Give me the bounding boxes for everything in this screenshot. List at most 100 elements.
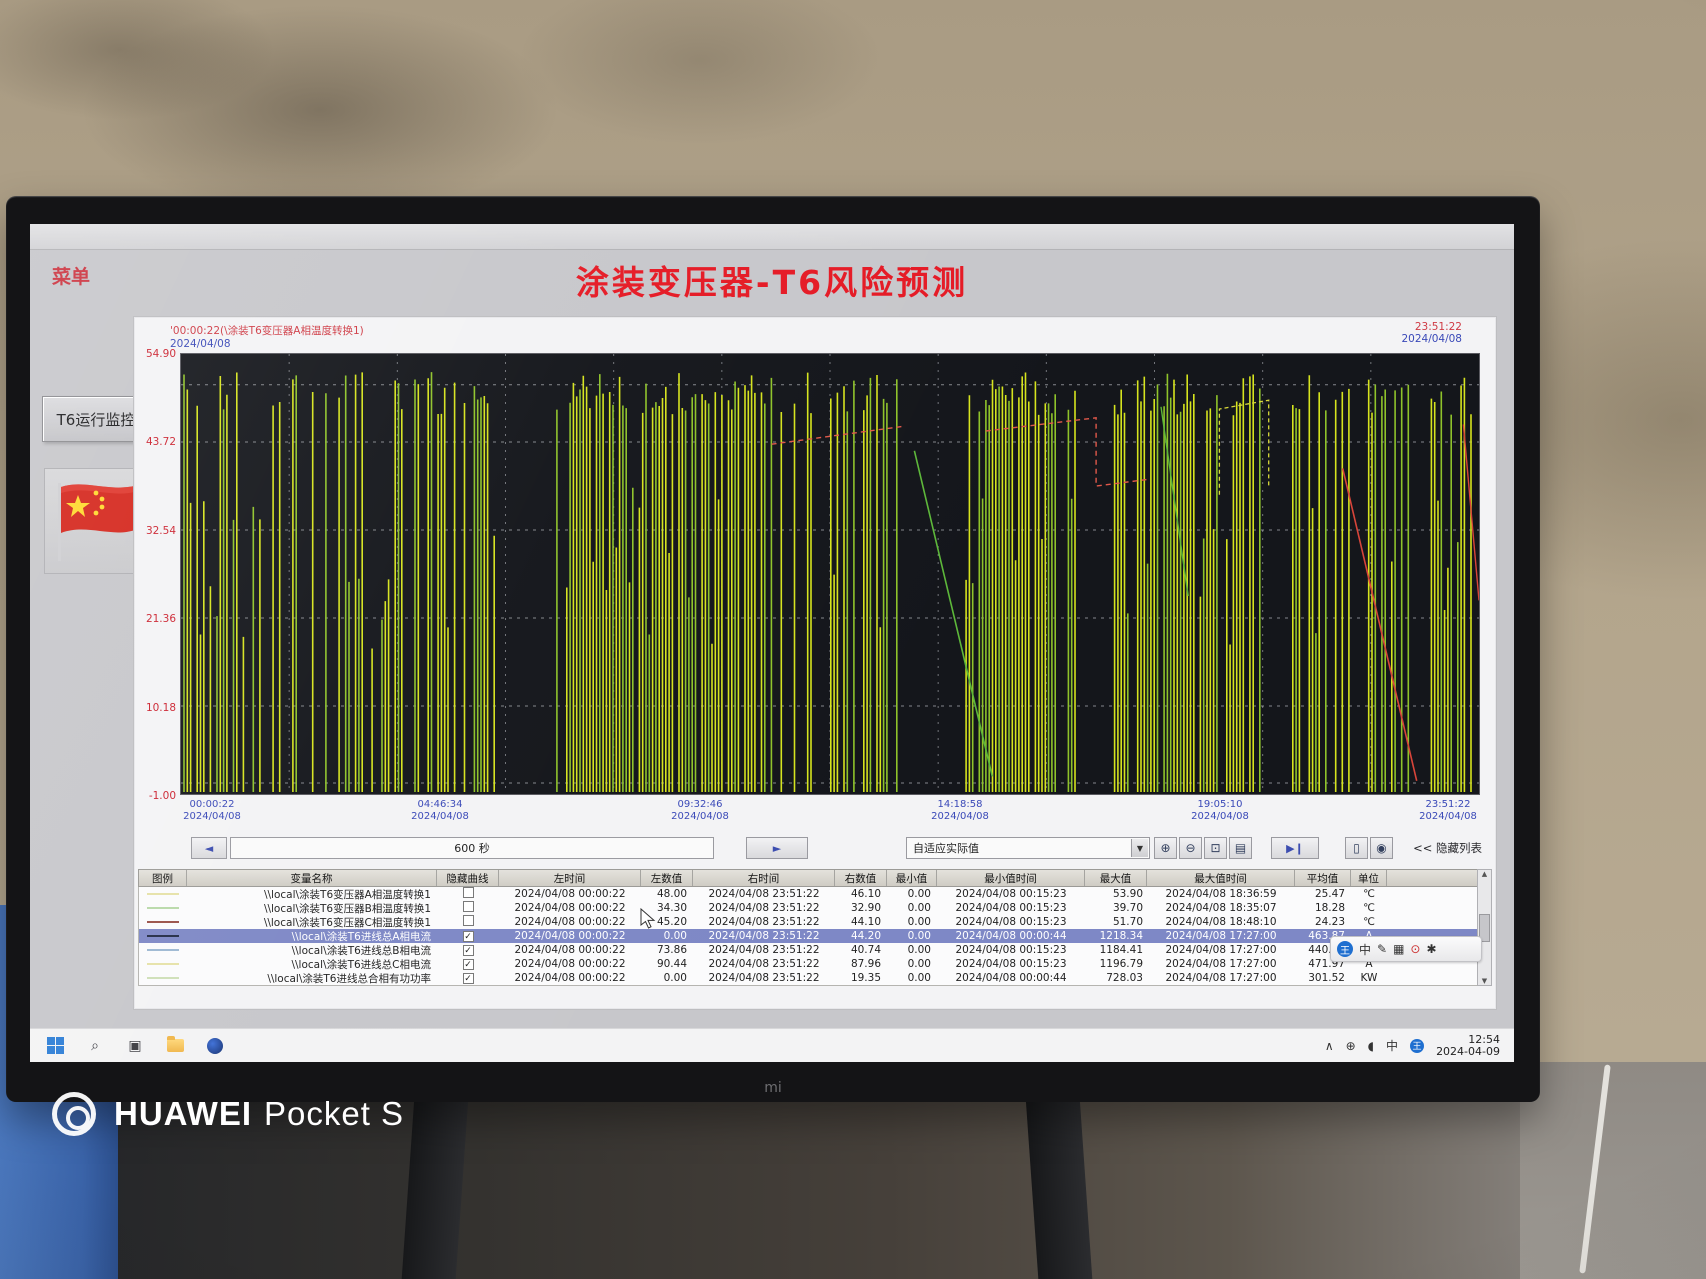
tray-ime-language[interactable]: 中 <box>1386 1039 1399 1053</box>
table-row[interactable]: \\local\涂装T6变压器B相温度转换1 2024/04/08 00:00:2… <box>139 901 1477 915</box>
interval-field[interactable]: 600 秒 <box>230 837 714 859</box>
table-cell: 2024/04/08 23:51:22 <box>708 902 820 914</box>
hide-curve-checkbox[interactable]: ✓ <box>462 959 474 970</box>
scale-mode-dropdown[interactable]: 自适应实际值 ▼ <box>906 837 1150 859</box>
table-cell: 0.00 <box>907 916 931 928</box>
tray-network-icon[interactable]: ⊕ <box>1345 1038 1356 1053</box>
huawei-camera-ring-icon <box>52 1092 96 1136</box>
table-row[interactable]: \\local\涂装T6进线总A相电流 ✓ 2024/04/08 00:00:22 0… <box>139 929 1477 943</box>
table-cell: \\local\涂装T6进线总B相电流 <box>291 944 431 957</box>
table-header-cell[interactable]: 右数值 <box>835 870 887 886</box>
table-header-cell[interactable]: 最小值 <box>887 870 937 886</box>
table-header-cell[interactable]: 右时间 <box>693 870 835 886</box>
table-cell: \\local\涂装T6进线总C相电流 <box>291 958 431 971</box>
table-header-cell[interactable]: 最小值时间 <box>937 870 1085 886</box>
trend-right-header: 23:51:22 2024/04/08 <box>1401 321 1462 345</box>
tray-ime-logo-icon[interactable]: 王 <box>1410 1038 1425 1053</box>
table-scrollbar[interactable]: ▲ ▼ <box>1477 869 1492 986</box>
table-row[interactable]: \\local\涂装T6进线总B相电流 ✓ 2024/04/08 00:00:22 7… <box>139 943 1477 957</box>
table-cell: 2024/04/08 00:15:23 <box>955 958 1067 970</box>
scroll-left-button[interactable]: ◄ <box>191 837 227 859</box>
screen: 菜单 涂装变压器-T6风险预测 T6运行监控 '00:00:22(\涂装T6变 <box>30 224 1514 1062</box>
keyboard-icon[interactable]: ▦ <box>1393 942 1405 956</box>
table-cell: ℃ <box>1363 888 1375 900</box>
table-cell: \\local\涂装T6变压器C相温度转换1 <box>263 916 431 929</box>
start-button[interactable] <box>46 1037 64 1055</box>
table-cell: 2024/04/08 00:00:22 <box>514 958 626 970</box>
print-button[interactable]: ▤ <box>1229 837 1252 859</box>
clock-date: 2024-04-09 <box>1436 1044 1500 1058</box>
watermark-model: Pocket S <box>264 1095 405 1132</box>
dropdown-arrow-icon[interactable]: ▼ <box>1131 839 1148 857</box>
tool-icon[interactable]: ✱ <box>1426 942 1437 956</box>
taskbar-search-button[interactable]: ⌕ <box>86 1037 104 1055</box>
zoom-in-button[interactable]: ⊕ <box>1154 837 1177 859</box>
table-cell: \\local\涂装T6变压器B相温度转换1 <box>263 902 431 915</box>
ime-toolbar[interactable]: 王 中 ✎ ▦ ⊙ ✱ <box>1330 936 1482 962</box>
play-pause-button[interactable]: ▶❙ <box>1271 837 1319 859</box>
trend-plot-area[interactable] <box>180 353 1480 795</box>
table-cell: 2024/04/08 00:00:22 <box>514 930 626 942</box>
browser-icon <box>207 1037 223 1054</box>
scrollbar-thumb[interactable] <box>1479 913 1490 942</box>
table-header-cell[interactable]: 最大值 <box>1085 870 1147 886</box>
table-cell: 2024/04/08 18:36:59 <box>1165 888 1277 900</box>
hide-curve-checkbox[interactable]: ✓ <box>462 931 474 942</box>
hide-list-toggle[interactable]: << 隐藏列表 <box>1413 841 1482 855</box>
zoom-box-button[interactable]: ⊡ <box>1204 837 1227 859</box>
table-header-cell[interactable]: 平均值 <box>1295 870 1351 886</box>
table-row[interactable]: \\local\涂装T6进线总合相有功功率 ✓ 2024/04/08 00:00:2… <box>139 971 1477 985</box>
settings-button[interactable]: ◉ <box>1370 837 1393 859</box>
table-cell: 32.90 <box>850 902 881 914</box>
table-header-cell[interactable]: 单位 <box>1351 870 1387 886</box>
trend-panel: '00:00:22(\涂装T6变压器A相温度转换1) 2024/04/08 23… <box>133 316 1497 1010</box>
file-explorer-button[interactable] <box>166 1036 184 1055</box>
menu-label[interactable]: 菜单 <box>52 266 91 288</box>
scrollbar-down-icon[interactable]: ▼ <box>1481 977 1488 985</box>
copy-button[interactable]: ▯ <box>1345 837 1368 859</box>
scrollbar-up-icon[interactable]: ▲ <box>1481 870 1488 878</box>
hide-curve-checkbox[interactable]: ✓ <box>462 945 474 956</box>
legend-line-icon <box>147 963 179 965</box>
palette-icon[interactable]: ⊙ <box>1410 942 1421 956</box>
ime-logo-icon[interactable]: 王 <box>1337 941 1353 957</box>
table-header-cell[interactable]: 最大值时间 <box>1147 870 1295 886</box>
browser-button[interactable] <box>206 1037 224 1055</box>
table-cell <box>139 930 187 942</box>
table-body: \\local\涂装T6变压器A相温度转换1 2024/04/08 00:00:2… <box>138 887 1478 986</box>
table-row[interactable]: \\local\涂装T6变压器C相温度转换1 2024/04/08 00:00:2… <box>139 915 1477 929</box>
table-header-cell[interactable]: 左时间 <box>499 870 641 886</box>
table-header-cell[interactable]: 变量名称 <box>187 870 437 886</box>
ime-language-toggle[interactable]: 中 <box>1359 942 1372 957</box>
tray-chevron-up-icon[interactable]: ∧ <box>1324 1038 1334 1053</box>
scroll-right-button[interactable]: ► <box>746 837 808 859</box>
table-header-row: 图例 变量名称 隐藏曲线 左时间 左数值 右时间 右数值 最小值 最小值时间 最大值 最大值时间 平均… <box>138 869 1478 887</box>
table-cell: 2024/04/08 23:51:22 <box>708 916 820 928</box>
table-cell: 2024/04/08 23:51:22 <box>708 972 820 984</box>
zoom-box-icon: ⊡ <box>1210 841 1221 855</box>
table-cell: 2024/04/08 23:51:22 <box>708 930 820 942</box>
hide-curve-checkbox[interactable] <box>462 915 474 926</box>
table-cell <box>139 944 187 956</box>
pen-icon[interactable]: ✎ <box>1377 942 1388 956</box>
table-row[interactable]: \\local\涂装T6进线总C相电流 ✓ 2024/04/08 00:00:22 9… <box>139 957 1477 971</box>
table-cell: 2024/04/08 00:00:22 <box>514 972 626 984</box>
table-header-cell[interactable]: 左数值 <box>641 870 693 886</box>
table-cell: 18.28 <box>1314 902 1345 914</box>
table-cell: 2024/04/08 00:15:23 <box>955 944 1067 956</box>
table-row[interactable]: \\local\涂装T6变压器A相温度转换1 2024/04/08 00:00:2… <box>139 887 1477 901</box>
hide-curve-checkbox[interactable] <box>462 901 474 912</box>
table-header-cell[interactable]: 图例 <box>139 870 187 886</box>
x-axis-tick: 00:00:22 2024/04/08 <box>183 799 241 822</box>
table-cell: 0.00 <box>663 972 687 984</box>
table-cell <box>437 887 499 901</box>
table-header-cell[interactable]: 隐藏曲线 <box>437 870 499 886</box>
tray-speaker-icon[interactable]: ◖ <box>1367 1038 1375 1053</box>
hide-curve-checkbox[interactable]: ✓ <box>462 973 474 984</box>
hide-curve-checkbox[interactable] <box>462 887 474 898</box>
task-view-button[interactable]: ▣ <box>126 1037 144 1055</box>
zoom-out-button[interactable]: ⊖ <box>1179 837 1202 859</box>
table-cell: 90.44 <box>656 958 687 970</box>
x-axis-tick: 04:46:34 2024/04/08 <box>411 799 469 822</box>
taskbar-clock[interactable]: 12:54 2024-04-09 <box>1436 1033 1500 1058</box>
